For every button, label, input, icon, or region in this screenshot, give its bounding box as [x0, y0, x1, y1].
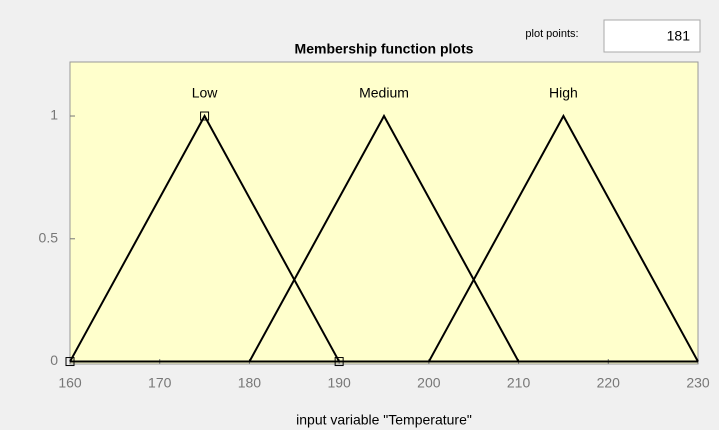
- plot-points-input[interactable]: [603, 19, 701, 53]
- x-tick-label: 190: [327, 375, 351, 391]
- membership-name: High: [549, 85, 578, 101]
- x-tick-label: 210: [507, 375, 531, 391]
- y-tick-label: 0: [50, 352, 58, 368]
- vertex-marker: [200, 111, 210, 121]
- membership-line: [70, 113, 699, 363]
- x-tick-label: 170: [148, 375, 172, 391]
- plot-points-value[interactable]: 181: [667, 28, 691, 44]
- membership-name: Medium: [359, 85, 409, 101]
- plot-points-label: plot points:: [525, 28, 578, 40]
- plot-area: [69, 61, 699, 365]
- x-tick-label: 230: [686, 375, 710, 391]
- membership-name: Low: [192, 85, 219, 101]
- x-tick-label: 160: [58, 375, 82, 391]
- x-axis-label: input variable "Temperature": [296, 412, 472, 428]
- y-tick-label: 0.5: [39, 229, 59, 245]
- x-tick-label: 220: [597, 375, 621, 391]
- x-tick-label: 180: [238, 375, 262, 391]
- chart-title: Membership function plots: [295, 41, 474, 57]
- x-tick-label: 200: [417, 375, 441, 391]
- y-tick-label: 1: [50, 107, 58, 123]
